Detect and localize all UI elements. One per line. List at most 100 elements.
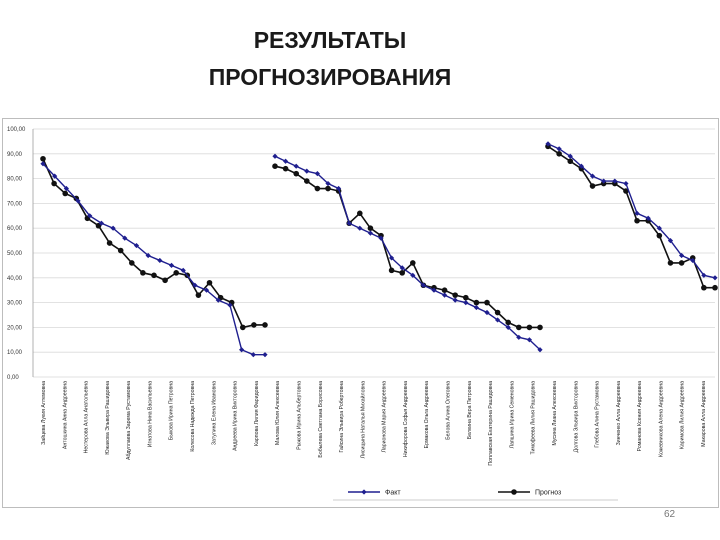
category-label: Лисицына Наталья Михайловна [359,381,366,459]
fact-point [98,220,105,226]
fact-point [357,225,363,231]
fact-point [420,282,426,288]
category-label: Быкова Ирина Петровна [169,381,175,440]
legend-forecast-marker [511,489,517,495]
fact-point [526,337,532,343]
category-label: Затулина Елена Ивановна [211,381,217,445]
category-label: Зайцева Лукия Алтемовна [40,381,47,445]
fact-point [336,185,342,192]
slide-title: РЕЗУЛЬТАТЫ ПРОГНОЗИРОВАНИЯ [150,22,510,96]
forecast-line [274,165,540,329]
category-label: Ларионова Мария Андреевна [382,381,388,453]
y-tick-label: 30,00 [7,301,23,307]
category-label: Белкина Вера Петровна [467,381,473,439]
fact-line [274,155,541,351]
fact-point [272,153,278,159]
category-label: Южакова Эльвира Рашидовна [105,381,111,455]
category-label: Поплавская Екатерина Рашидовна [488,381,494,466]
forecast-point [473,299,480,306]
forecast-point [240,324,246,331]
forecast-point [537,324,543,331]
forecast-point [701,284,707,291]
forecast-point [505,319,512,326]
fact-point [87,213,93,219]
fact-point [556,146,562,152]
forecast-point [567,158,574,165]
category-label: Антошкина Анна Андреевна [62,381,68,449]
forecast-point [106,240,113,246]
category-label: Гайсина Эльвира Робертовна [338,381,345,453]
fact-point [110,225,116,231]
forecast-point [357,210,363,217]
y-tick-label: 60,00 [7,226,23,232]
forecast-point [452,292,459,298]
fact-point [442,292,448,298]
y-tick-label: 0,00 [7,375,19,381]
fact-point [623,180,629,187]
fact-point [133,242,140,249]
forecast-point [441,287,448,293]
legend-fact-label: Факт [385,490,401,497]
fact-point [516,334,522,340]
fact-point [192,282,198,288]
fact-point [473,304,479,311]
forecast-point [151,272,157,279]
category-label: Долгова Эльвира Викторовна [573,381,579,452]
category-label: Игнатова Нина Васильевна [147,381,153,447]
fact-point [578,163,584,169]
fact-point [545,141,551,147]
forecast-point [173,270,179,276]
fact-line [547,143,716,279]
fact-point [325,180,331,187]
forecast-point [589,183,596,189]
forecast-point [62,190,68,197]
forecast-point [410,260,416,266]
fact-point [567,153,573,159]
fact-point [701,272,707,278]
category-label: Лапшина Ирина Семеновна [509,381,515,449]
forecast-point [388,267,395,274]
fact-point [712,275,718,281]
fact-point [656,225,662,231]
fact-point [378,235,384,241]
forecast-point [40,155,46,162]
category-label: Бобылева Светлана Борисовна [318,381,324,458]
fact-point [690,257,696,264]
y-tick-label: 10,00 [7,350,23,356]
forecast-point [304,178,310,184]
fact-point [304,168,310,174]
legend-forecast-label: Прогноз [535,490,561,497]
fact-point [215,297,221,303]
forecast-point [712,284,718,291]
category-label: Ермакова Ольга Андреевна [424,381,430,448]
forecast-point [129,260,135,266]
forecast-point [634,217,640,224]
forecast-point [195,292,202,298]
forecast-point [556,151,562,157]
forecast-point [656,232,663,239]
fact-point [63,185,69,192]
category-label: Абдуллаева Зарема Рустамовна [126,381,132,460]
y-tick-label: 50,00 [7,251,23,257]
page-number: 62 [664,509,676,520]
forecast-point [262,322,268,328]
forecast-point [516,324,522,331]
forecast-point [667,260,674,266]
fact-point [314,171,320,177]
forecast-point [494,309,501,316]
category-label: Белова Алина Олеговна [446,381,452,440]
forecast-point [162,277,168,284]
forecast-point [206,279,213,286]
category-label: Романова Ксения Андреевна [637,381,643,451]
forecast-point [272,163,278,169]
fact-point [389,255,395,261]
fact-point [293,163,299,169]
category-label: Малова Юлия Алексеевна [275,381,281,445]
y-tick-label: 80,00 [7,177,23,183]
slide-title-line2: ПРОГНОЗИРОВАНИЯ [208,64,452,90]
fact-point [203,287,210,293]
fact-point [589,173,596,179]
line-chart: 0,00 10,00 20,00 30,00 40,00 50,00 60,00 70,00 8… [7,127,718,501]
fact-point [431,287,437,293]
fact-point [399,265,405,271]
